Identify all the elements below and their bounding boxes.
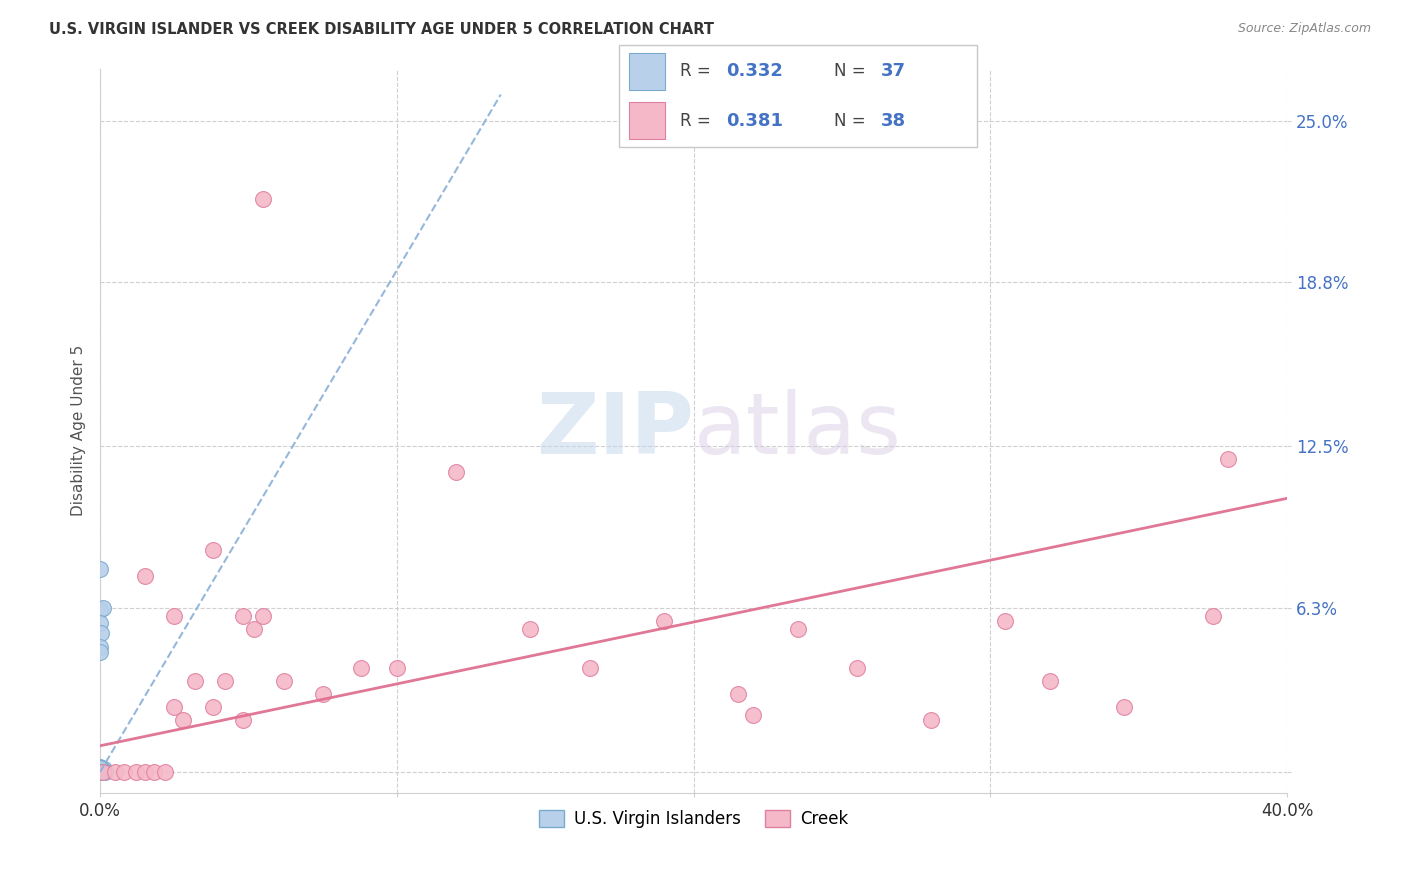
Point — [89, 761, 111, 775]
Point — [184, 673, 207, 688]
Point — [89, 764, 111, 779]
Point — [90, 763, 112, 777]
Y-axis label: Disability Age Under 5: Disability Age Under 5 — [72, 345, 86, 516]
Point — [89, 764, 111, 779]
Point — [89, 764, 111, 779]
Text: U.S. VIRGIN ISLANDER VS CREEK DISABILITY AGE UNDER 5 CORRELATION CHART: U.S. VIRGIN ISLANDER VS CREEK DISABILITY… — [49, 22, 714, 37]
Point — [1039, 673, 1062, 688]
Point — [94, 764, 117, 779]
Point — [578, 660, 600, 674]
Point — [742, 707, 765, 722]
Point — [89, 764, 111, 778]
Point — [385, 660, 408, 674]
Point — [89, 764, 111, 779]
Point — [134, 569, 156, 583]
Point — [89, 764, 111, 779]
Point — [89, 616, 111, 631]
Point — [155, 764, 177, 779]
Point — [652, 614, 675, 628]
Point — [89, 764, 111, 779]
Point — [994, 614, 1017, 628]
Point — [201, 699, 224, 714]
Point — [91, 601, 114, 615]
Point — [89, 764, 111, 779]
Point — [134, 764, 156, 779]
FancyBboxPatch shape — [619, 45, 977, 147]
Text: Source: ZipAtlas.com: Source: ZipAtlas.com — [1237, 22, 1371, 36]
Point — [91, 764, 114, 779]
Point — [232, 713, 254, 727]
Point — [163, 699, 186, 714]
Text: 0.381: 0.381 — [727, 112, 783, 129]
Point — [214, 673, 236, 688]
Point — [125, 764, 148, 779]
Point — [920, 713, 942, 727]
Point — [89, 761, 111, 775]
Point — [104, 764, 127, 779]
Point — [845, 660, 868, 674]
Point — [786, 622, 808, 636]
Point — [312, 687, 335, 701]
Point — [142, 764, 165, 779]
Point — [201, 543, 224, 558]
Point — [89, 764, 111, 779]
Point — [89, 764, 111, 779]
Text: 0.332: 0.332 — [727, 62, 783, 80]
Text: R =: R = — [679, 112, 716, 129]
Text: 38: 38 — [880, 112, 905, 129]
Point — [90, 764, 112, 778]
Point — [252, 608, 274, 623]
Point — [727, 687, 749, 701]
Point — [90, 764, 112, 779]
Point — [519, 622, 541, 636]
Point — [89, 764, 111, 779]
Point — [90, 764, 112, 779]
Point — [89, 764, 111, 779]
Point — [89, 761, 111, 775]
Point — [243, 622, 266, 636]
Point — [89, 562, 111, 576]
Point — [90, 764, 112, 779]
Point — [1202, 608, 1225, 623]
Point — [93, 764, 115, 778]
Point — [91, 764, 114, 779]
Point — [89, 762, 111, 776]
Point — [93, 762, 115, 776]
Point — [90, 626, 112, 640]
Point — [112, 764, 135, 779]
Bar — [630, 102, 665, 139]
Point — [89, 640, 111, 654]
Point — [1112, 699, 1135, 714]
Point — [252, 192, 274, 206]
Point — [89, 764, 111, 779]
Text: 37: 37 — [880, 62, 905, 80]
Point — [89, 764, 111, 779]
Point — [163, 608, 186, 623]
Text: N =: N = — [834, 62, 870, 80]
Point — [89, 603, 111, 617]
Point — [273, 673, 295, 688]
Point — [172, 713, 194, 727]
Legend: U.S. Virgin Islanders, Creek: U.S. Virgin Islanders, Creek — [531, 804, 855, 835]
Text: ZIP: ZIP — [536, 389, 693, 472]
Point — [232, 608, 254, 623]
Bar — [630, 53, 665, 90]
Point — [89, 760, 111, 774]
Point — [444, 465, 467, 479]
Text: N =: N = — [834, 112, 870, 129]
Point — [91, 764, 114, 779]
Point — [89, 644, 111, 658]
Text: R =: R = — [679, 62, 716, 80]
Point — [1216, 452, 1239, 467]
Point — [350, 660, 373, 674]
Text: atlas: atlas — [693, 389, 901, 472]
Point — [89, 764, 111, 779]
